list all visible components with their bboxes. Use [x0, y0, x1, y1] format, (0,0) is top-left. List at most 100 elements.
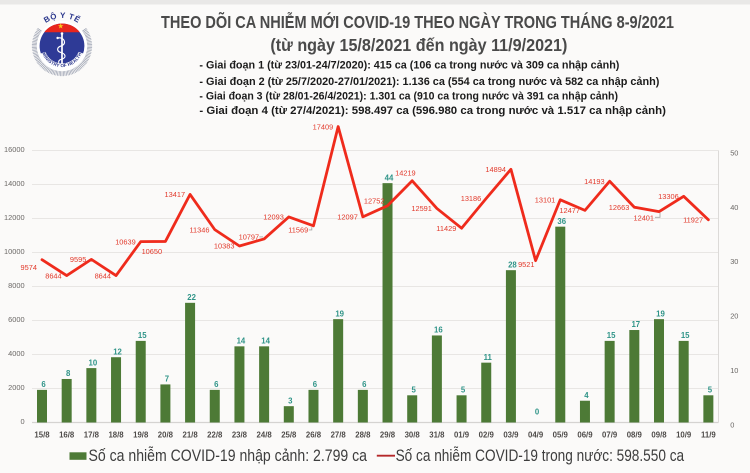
svg-text:09/8: 09/8 — [651, 430, 667, 439]
svg-text:11429: 11429 — [436, 224, 456, 233]
svg-text:31/8: 31/8 — [429, 430, 445, 439]
svg-text:THEO DÕI CA NHIỄM MỚI COVID-19: THEO DÕI CA NHIỄM MỚI COVID-19 THEO NGÀY… — [161, 11, 674, 32]
svg-text:3: 3 — [288, 396, 293, 405]
svg-text:10: 10 — [89, 358, 98, 367]
svg-text:15: 15 — [138, 331, 147, 340]
svg-text:10: 10 — [730, 366, 738, 375]
svg-text:6: 6 — [41, 380, 46, 389]
svg-text:8644: 8644 — [95, 271, 111, 280]
svg-text:4: 4 — [584, 391, 589, 400]
svg-text:6: 6 — [313, 380, 318, 389]
svg-text:03/9: 03/9 — [503, 430, 519, 439]
svg-text:36: 36 — [557, 217, 566, 226]
svg-text:17/8: 17/8 — [84, 430, 100, 439]
svg-text:6: 6 — [214, 380, 219, 389]
svg-text:16: 16 — [434, 326, 443, 335]
svg-text:12663: 12663 — [609, 203, 630, 212]
svg-text:10383: 10383 — [214, 242, 235, 251]
svg-text:04/9: 04/9 — [528, 430, 544, 439]
svg-text:30/8: 30/8 — [405, 430, 421, 439]
svg-text:13417: 13417 — [165, 190, 186, 199]
svg-text:19/8: 19/8 — [133, 430, 149, 439]
svg-text:10639: 10639 — [115, 237, 136, 246]
svg-text:11346: 11346 — [190, 225, 210, 234]
svg-text:5: 5 — [461, 386, 466, 395]
svg-text:40: 40 — [730, 203, 738, 212]
svg-text:11569: 11569 — [288, 226, 308, 235]
svg-text:5: 5 — [708, 386, 713, 395]
svg-text:30: 30 — [730, 257, 738, 266]
svg-text:15: 15 — [681, 331, 690, 340]
svg-text:16/8: 16/8 — [59, 430, 75, 439]
svg-text:29/8: 29/8 — [380, 430, 396, 439]
svg-text:10000: 10000 — [4, 247, 25, 256]
svg-text:- Giai đoạn 3 (từ 28/01-26/4/2: - Giai đoạn 3 (từ 28/01-26/4/2021): 1.30… — [199, 90, 618, 102]
svg-text:10/9: 10/9 — [676, 430, 692, 439]
svg-text:17: 17 — [631, 320, 640, 329]
svg-text:06/9: 06/9 — [577, 430, 593, 439]
svg-text:20: 20 — [730, 312, 738, 321]
svg-text:28/8: 28/8 — [355, 430, 371, 439]
svg-text:11/9: 11/9 — [701, 430, 716, 439]
svg-text:19: 19 — [335, 309, 344, 318]
svg-text:05/9: 05/9 — [553, 430, 569, 439]
svg-text:12000: 12000 — [4, 213, 25, 222]
svg-text:5: 5 — [412, 386, 417, 395]
svg-text:4000: 4000 — [8, 349, 24, 358]
svg-text:13186: 13186 — [461, 194, 482, 203]
svg-text:14: 14 — [261, 337, 270, 346]
svg-text:15: 15 — [607, 331, 616, 340]
svg-text:11: 11 — [484, 353, 493, 362]
svg-text:7: 7 — [165, 375, 169, 384]
svg-text:Số ca nhiễm COVID-19 nhập cảnh: Số ca nhiễm COVID-19 nhập cảnh: 2.799 ca — [89, 446, 368, 465]
svg-text:22/8: 22/8 — [207, 430, 223, 439]
svg-text:19: 19 — [656, 309, 665, 318]
svg-text:24/8: 24/8 — [257, 430, 273, 439]
svg-text:0: 0 — [730, 420, 734, 429]
svg-text:0: 0 — [535, 408, 540, 417]
svg-text:50: 50 — [730, 148, 738, 157]
svg-text:12591: 12591 — [411, 204, 432, 213]
svg-text:07/9: 07/9 — [602, 430, 618, 439]
svg-text:18/8: 18/8 — [108, 430, 124, 439]
svg-text:22: 22 — [187, 293, 196, 302]
svg-text:9574: 9574 — [21, 263, 37, 272]
svg-text:14193: 14193 — [584, 177, 605, 186]
svg-text:21/8: 21/8 — [182, 430, 198, 439]
svg-text:14219: 14219 — [395, 169, 416, 178]
svg-text:15/8: 15/8 — [34, 430, 50, 439]
svg-text:6: 6 — [362, 380, 367, 389]
svg-text:12097: 12097 — [337, 213, 358, 222]
svg-text:28: 28 — [508, 260, 517, 269]
svg-text:14000: 14000 — [4, 179, 25, 188]
svg-text:9595: 9595 — [70, 255, 86, 264]
svg-text:9521: 9521 — [518, 260, 534, 269]
svg-text:26/8: 26/8 — [306, 430, 322, 439]
svg-text:- Giai đoạn 2 (từ 25/7/2020-27: - Giai đoạn 2 (từ 25/7/2020-27/01/2021):… — [199, 76, 659, 88]
svg-text:14894: 14894 — [485, 165, 506, 174]
svg-text:13306: 13306 — [658, 192, 679, 201]
svg-text:27/8: 27/8 — [331, 430, 347, 439]
svg-text:08/9: 08/9 — [627, 430, 643, 439]
svg-text:- Giai đoạn 1 (từ 23/01-24/7/2: - Giai đoạn 1 (từ 23/01-24/7/2020): 415 … — [199, 60, 619, 72]
svg-text:17409: 17409 — [313, 122, 334, 131]
svg-text:12477: 12477 — [559, 206, 580, 215]
svg-text:8644: 8644 — [45, 271, 61, 280]
svg-text:23/8: 23/8 — [232, 430, 248, 439]
svg-text:16000: 16000 — [4, 145, 25, 154]
svg-text:01/9: 01/9 — [454, 430, 470, 439]
svg-text:13101: 13101 — [535, 195, 556, 204]
svg-text:12: 12 — [113, 347, 122, 356]
svg-text:12093: 12093 — [263, 213, 284, 222]
svg-text:2000: 2000 — [8, 383, 24, 392]
svg-text:14: 14 — [237, 337, 246, 346]
svg-text:8000: 8000 — [8, 281, 24, 290]
svg-text:12401: 12401 — [633, 213, 654, 222]
svg-text:02/9: 02/9 — [479, 430, 495, 439]
svg-text:Số ca nhiễm COVID-19 trong nướ: Số ca nhiễm COVID-19 trong nước: 598.550… — [396, 446, 684, 465]
svg-text:6000: 6000 — [8, 315, 24, 324]
svg-text:20/8: 20/8 — [158, 430, 174, 439]
svg-text:10650: 10650 — [142, 247, 163, 256]
svg-text:25/8: 25/8 — [281, 430, 297, 439]
svg-text:(từ ngày 15/8/2021 đến ngày 11: (từ ngày 15/8/2021 đến ngày 11/9/2021) — [270, 35, 567, 55]
